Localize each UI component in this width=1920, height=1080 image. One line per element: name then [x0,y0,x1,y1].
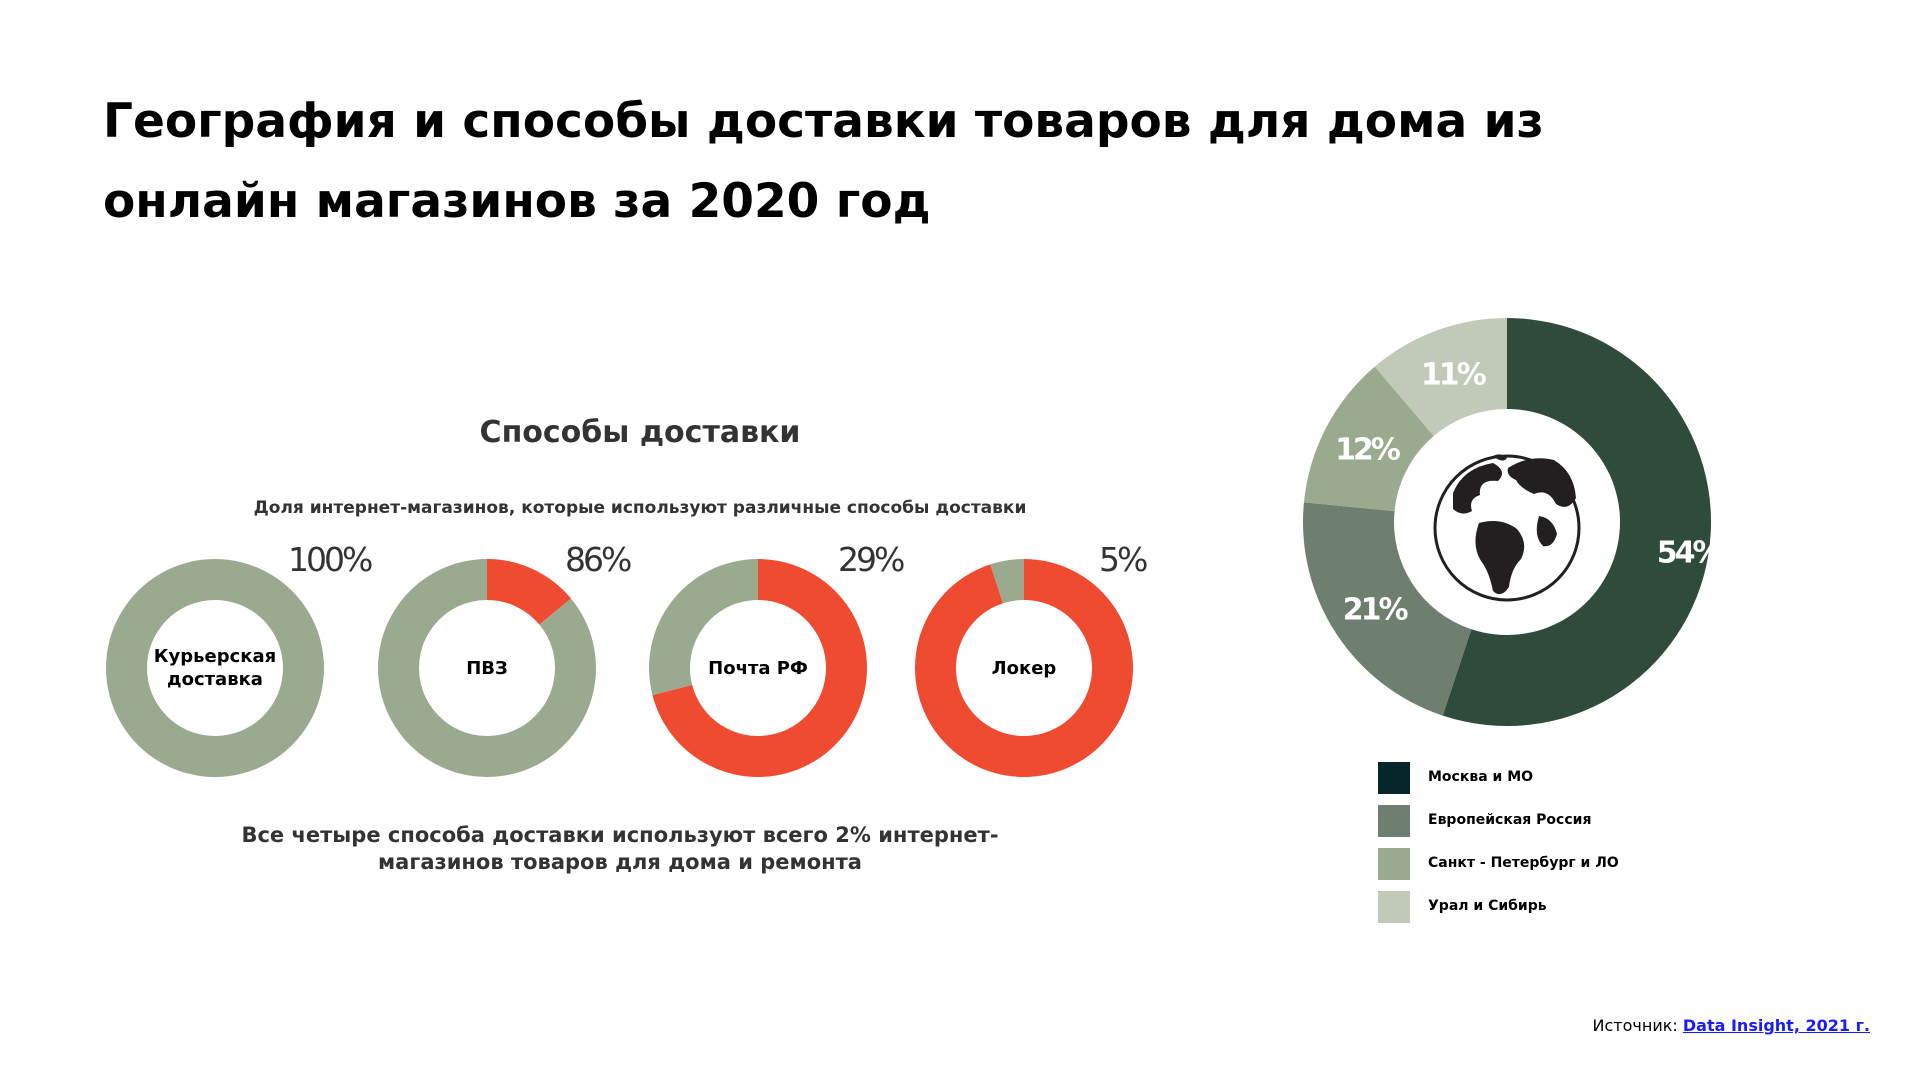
source-label: Источник: [1592,1016,1678,1035]
donut-segment-remainder [915,559,1133,777]
donut-value-label: 86% [565,540,632,579]
donut-category-label: Курьерская доставка [153,646,277,690]
donut-locker [915,559,1133,777]
donut-category-label: Почта РФ [708,658,808,679]
donut-value-label: 5% [1099,540,1148,579]
geography-value-label: 12% [1335,433,1401,468]
donut-category-label: Локер [991,658,1057,679]
methods-subtitle: Доля интернет-магазинов, которые использ… [253,498,1027,518]
donut-segment-share [106,559,324,777]
donut-segment-share [377,559,596,777]
donut-courier [106,559,324,777]
legend-swatch [1378,848,1410,880]
legend-item: Москва и МО [1378,762,1718,794]
page-title: География и способы доставки товаров для… [103,94,1544,229]
donut-value-label: 100% [288,540,373,579]
source-line: Источник: Data Insight, 2021 г. [1593,1016,1870,1035]
geography-value-label: 54% [1657,535,1723,570]
globe-icon [1433,454,1581,602]
legend-item: Санкт - Петербург и ЛО [1378,848,1718,880]
geography-segment [1374,318,1507,436]
source-link[interactable]: Data Insight, 2021 г. [1682,1016,1870,1035]
donut-category-label: ПВЗ [466,658,508,679]
donut-post [649,559,867,777]
donut-segment-remainder [487,559,571,625]
legend-label: Европейская Россия [1428,812,1592,828]
legend-label: Санкт - Петербург и ЛО [1428,855,1619,871]
summary-note: Все четыре способа доставки используют в… [241,823,999,874]
legend-swatch [1378,891,1410,923]
donut-pvz [377,559,596,777]
legend-item: Урал и Сибирь [1378,891,1718,923]
geography-segment [1442,318,1711,726]
geography-segment [1303,502,1472,716]
legend-label: Москва и МО [1428,769,1534,785]
donut-segment-remainder [652,559,867,777]
donut-segment-share [990,559,1024,604]
geography-donut: 54% 21% 12% 11% [1303,318,1725,726]
donut-segment-share [649,559,758,696]
geography-value-label: 11% [1421,357,1487,392]
legend-label: Урал и Сибирь [1428,898,1547,914]
donut-value-label: 29% [838,540,905,579]
geography-segment [1303,366,1434,512]
legend-item: Европейская Россия [1378,805,1718,837]
legend-swatch [1378,805,1410,837]
methods-title: Способы доставки [479,415,801,450]
legend-swatch [1378,762,1410,794]
geography-value-label: 21% [1343,592,1409,627]
